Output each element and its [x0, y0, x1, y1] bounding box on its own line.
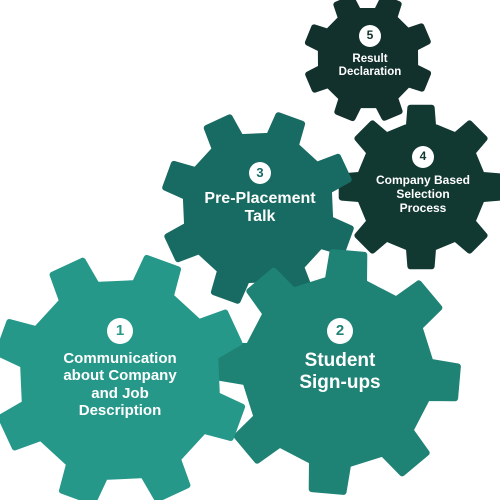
step-4: 4 Company Based Selection Process [348, 146, 498, 215]
gear-4 [338, 104, 500, 270]
step-4-badge: 4 [412, 146, 434, 168]
step-4-number: 4 [419, 149, 427, 164]
gear-2 [215, 249, 461, 495]
step-2: 2 Student Sign-ups [250, 318, 430, 394]
step-1-title: Communication about Company and Job Desc… [63, 350, 177, 419]
step-2-badge: 2 [327, 318, 353, 344]
step-5-number: 5 [366, 28, 374, 43]
step-1-number: 1 [115, 322, 125, 340]
step-3-number: 3 [256, 164, 264, 180]
gear-1 [0, 254, 246, 500]
step-1-badge: 1 [107, 318, 133, 344]
gear-5 [304, 0, 432, 122]
step-3-badge: 3 [249, 162, 271, 184]
step-3: 3 Pre-Placement Talk [170, 162, 350, 227]
step-2-title: Student Sign-ups [299, 350, 381, 393]
step-2-number: 2 [335, 322, 345, 340]
step-1: 1 Communication about Company and Job De… [30, 318, 210, 419]
step-5: 5 Result Declaration [300, 25, 440, 79]
step-5-badge: 5 [359, 25, 381, 47]
step-5-title: Result Declaration [338, 53, 402, 79]
step-4-title: Company Based Selection Process [375, 173, 471, 215]
step-3-title: Pre-Placement Talk [204, 190, 316, 226]
